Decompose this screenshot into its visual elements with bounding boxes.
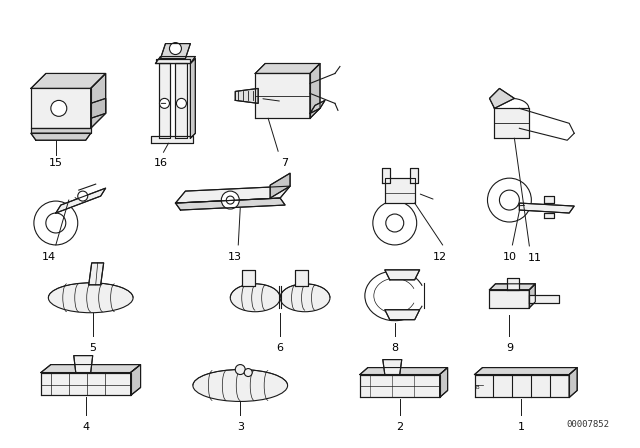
Text: 14: 14	[42, 252, 56, 262]
Polygon shape	[56, 188, 106, 213]
Ellipse shape	[193, 370, 287, 401]
Polygon shape	[255, 64, 320, 73]
Circle shape	[244, 369, 252, 376]
Polygon shape	[569, 367, 577, 397]
Circle shape	[227, 196, 234, 204]
Polygon shape	[474, 367, 577, 375]
Polygon shape	[529, 295, 559, 303]
Polygon shape	[474, 375, 569, 397]
Polygon shape	[310, 64, 320, 118]
Polygon shape	[410, 168, 418, 183]
Ellipse shape	[49, 283, 133, 313]
Text: 11: 11	[527, 253, 541, 263]
Ellipse shape	[280, 284, 330, 312]
Polygon shape	[360, 375, 440, 397]
Polygon shape	[74, 356, 93, 373]
Polygon shape	[91, 99, 106, 118]
Circle shape	[77, 191, 88, 201]
Text: 12: 12	[433, 252, 447, 262]
Polygon shape	[31, 73, 106, 88]
Text: 5: 5	[89, 343, 96, 353]
Text: 9: 9	[506, 343, 513, 353]
Polygon shape	[270, 173, 290, 198]
Polygon shape	[91, 73, 106, 128]
Polygon shape	[360, 367, 447, 375]
Text: 4: 4	[82, 422, 90, 432]
Polygon shape	[490, 290, 529, 308]
Polygon shape	[156, 56, 195, 64]
Polygon shape	[41, 373, 131, 396]
Circle shape	[373, 201, 417, 245]
Circle shape	[159, 99, 170, 108]
Polygon shape	[490, 284, 535, 290]
Text: 7: 7	[282, 158, 289, 168]
Text: 2: 2	[396, 422, 403, 432]
Polygon shape	[31, 88, 91, 128]
Polygon shape	[385, 310, 420, 320]
Polygon shape	[236, 88, 258, 103]
Polygon shape	[520, 203, 574, 213]
Polygon shape	[175, 186, 290, 203]
Polygon shape	[161, 43, 191, 59]
Polygon shape	[544, 196, 554, 203]
Polygon shape	[310, 100, 325, 113]
Polygon shape	[150, 136, 193, 143]
Polygon shape	[490, 88, 515, 108]
Text: 8: 8	[391, 343, 398, 353]
Circle shape	[236, 365, 245, 375]
Text: 10: 10	[502, 252, 516, 262]
Ellipse shape	[230, 284, 280, 312]
Text: 15: 15	[49, 158, 63, 168]
Polygon shape	[385, 178, 415, 203]
Text: 13: 13	[228, 252, 243, 262]
Text: 00007852: 00007852	[566, 420, 609, 429]
Circle shape	[177, 99, 186, 108]
Text: B: B	[476, 385, 479, 391]
Text: 1: 1	[518, 422, 525, 432]
Text: 16: 16	[154, 158, 168, 168]
Circle shape	[51, 100, 67, 116]
Polygon shape	[508, 278, 520, 290]
Circle shape	[221, 191, 239, 209]
Polygon shape	[385, 270, 420, 280]
Circle shape	[34, 201, 77, 245]
Circle shape	[46, 213, 66, 233]
Polygon shape	[191, 59, 195, 138]
Polygon shape	[383, 360, 402, 375]
Polygon shape	[156, 59, 191, 64]
Polygon shape	[529, 284, 535, 308]
Circle shape	[488, 178, 531, 222]
Text: 6: 6	[276, 343, 284, 353]
Polygon shape	[175, 64, 188, 138]
Text: 3: 3	[237, 422, 244, 432]
Polygon shape	[31, 128, 91, 134]
Polygon shape	[544, 213, 554, 218]
Polygon shape	[31, 134, 91, 140]
Polygon shape	[440, 367, 447, 397]
Polygon shape	[131, 365, 141, 396]
Polygon shape	[41, 365, 141, 373]
Polygon shape	[175, 198, 285, 210]
Circle shape	[386, 214, 404, 232]
Polygon shape	[243, 270, 255, 286]
Circle shape	[499, 190, 520, 210]
Polygon shape	[159, 64, 170, 138]
Polygon shape	[382, 168, 390, 183]
Polygon shape	[495, 108, 529, 138]
Polygon shape	[89, 263, 104, 285]
Circle shape	[170, 43, 181, 55]
Polygon shape	[255, 73, 310, 118]
Polygon shape	[295, 270, 308, 286]
